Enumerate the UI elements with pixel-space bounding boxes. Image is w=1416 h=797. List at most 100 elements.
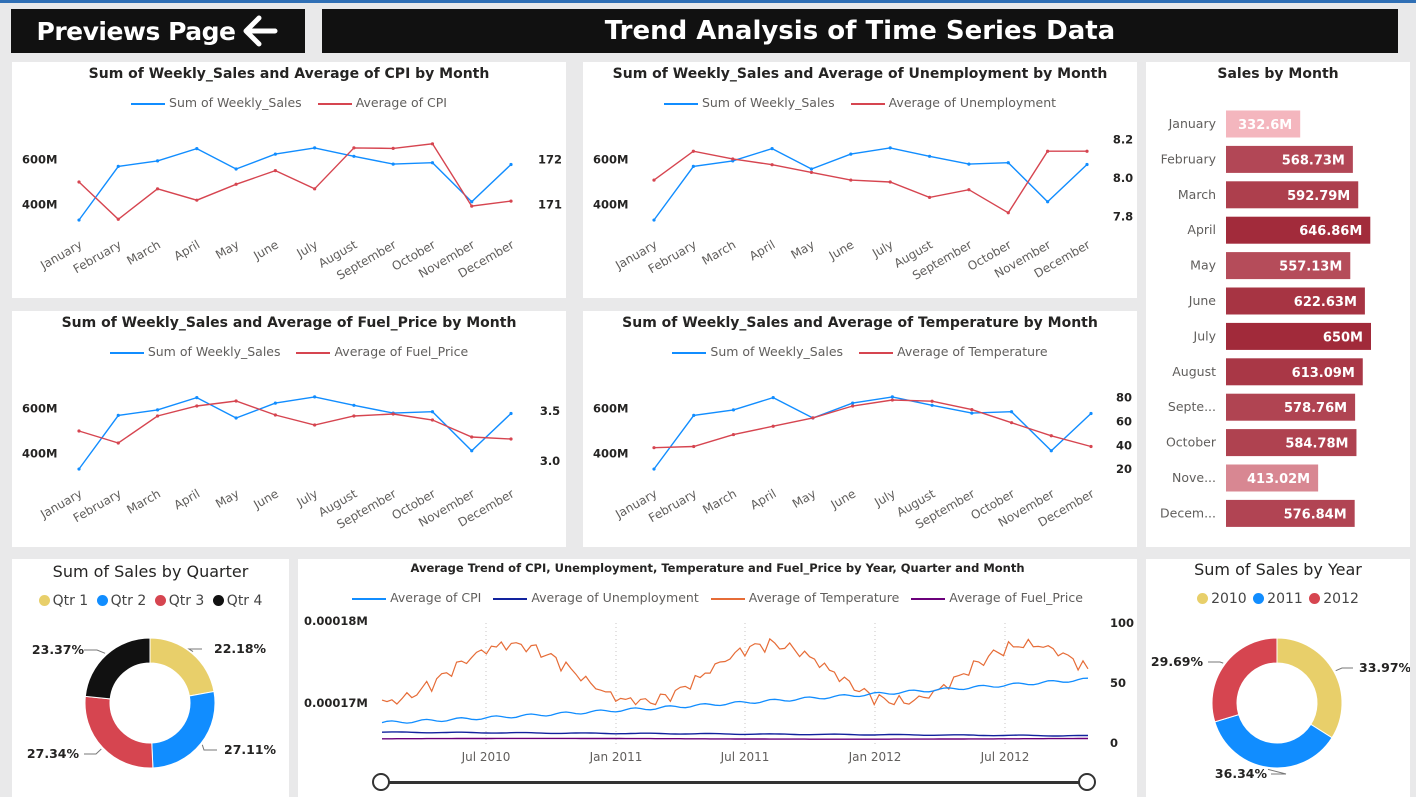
legend-dot: [1197, 593, 1209, 604]
cpi-series-line: [381, 677, 1089, 724]
legend-item-cpi: Average of CPI: [317, 95, 447, 110]
chart-title: Sum of Weekly_Sales and Average of Fuel_…: [61, 315, 517, 331]
legend-label: Sum of Weekly_Sales: [169, 95, 302, 110]
data-point: [849, 178, 853, 182]
data-point: [116, 164, 120, 168]
data-point: [313, 423, 317, 427]
data-point: [890, 398, 894, 402]
right-axis-tick-label: 40: [1116, 438, 1132, 452]
bar: [1226, 464, 1319, 492]
legend-item-temperature: Average of Temperature: [710, 590, 899, 605]
x-axis-tick-label: May: [788, 237, 816, 262]
data-point: [77, 429, 81, 433]
right-axis-tick-label: 100: [1110, 616, 1134, 630]
legend-item-qtr2: Qtr 2: [96, 593, 146, 609]
legend-line: [672, 351, 707, 354]
leader-line: [201, 744, 217, 751]
data-point: [155, 408, 160, 412]
data-point: [509, 199, 513, 203]
bar: [1226, 110, 1301, 138]
sales-by-month-panel: Sales by Month January 332.6M February 568.…: [1146, 62, 1410, 547]
data-point: [970, 411, 974, 415]
legend-dot: [154, 595, 166, 606]
x-axis-tick-label: April: [172, 486, 203, 512]
chart-title: Sum of Weekly_Sales and Average of CPI b…: [88, 66, 490, 82]
data-point: [77, 218, 81, 222]
sales-by-month-bar-chart[interactable]: January 332.6M February 568.73M March 592.79M…: [1146, 62, 1410, 547]
data-point: [391, 146, 395, 150]
right-axis-tick-label: 80: [1116, 391, 1132, 405]
x-axis-tick-label: March: [700, 237, 739, 267]
data-point: [509, 162, 513, 167]
data-point: [155, 414, 160, 418]
data-point: [927, 195, 932, 199]
data-point: [770, 147, 774, 151]
legend-line: [493, 597, 528, 600]
page-title-box: Trend Analysis of Time Series Data: [322, 9, 1398, 53]
x-axis-tick-label: June: [828, 486, 859, 512]
bar-value-label: 650M: [1323, 330, 1363, 345]
donut-slice: [1211, 637, 1278, 723]
data-point: [1089, 444, 1093, 449]
date-range-slider-track[interactable]: [381, 781, 1088, 784]
data-point: [273, 401, 277, 405]
date-range-slider-end-handle[interactable]: [1078, 773, 1096, 791]
data-point: [195, 147, 199, 151]
donut-percent-label: 36.34%: [1215, 766, 1268, 781]
legend-item-temperature: Average of Temperature: [859, 344, 1048, 359]
x-axis-tick-label: May: [790, 486, 818, 511]
date-range-slider-start-handle[interactable]: [372, 773, 390, 791]
left-axis-tick-label: 600M: [22, 152, 57, 166]
x-axis-tick-label: March: [124, 237, 163, 267]
x-axis-tick-label: Jul 2012: [980, 750, 1030, 764]
donut-slice: [84, 695, 154, 769]
previews-page-button[interactable]: Previews Page: [11, 9, 305, 53]
left-axis-tick-label: 600M: [593, 401, 628, 415]
series-line-0: [653, 147, 1088, 221]
legend-item-qtr4: Qtr 4: [212, 593, 262, 609]
data-point: [1006, 211, 1010, 215]
legend-item-cpi: Average of CPI: [352, 590, 481, 605]
x-axis-tick-label: Jul 2011: [720, 750, 770, 764]
data-point: [155, 159, 160, 163]
top-accent-line: [0, 0, 1416, 3]
sales-by-quarter-donut[interactable]: 22.18% 27.11% 27.34% 23.37%: [12, 559, 289, 797]
leader-line: [187, 648, 202, 653]
data-point: [930, 403, 934, 407]
data-point: [234, 416, 238, 420]
page-title: Trend Analysis of Time Series Data: [604, 16, 1116, 46]
series-line-0: [78, 396, 512, 470]
data-point: [692, 413, 696, 417]
cpi-chart-panel: Sum of Weekly_Sales and Average of CPI b…: [12, 62, 566, 298]
legend-line: [663, 102, 698, 105]
left-axis-tick-label: 400M: [593, 447, 628, 461]
bar: [1226, 145, 1353, 173]
data-point: [849, 152, 853, 156]
average-trend-line-chart[interactable]: Jul 2010 Jan 2011 Jul 2011 Jan 2012 Jul 2012…: [298, 559, 1137, 797]
leader-line: [84, 649, 106, 654]
legend-label: Average of CPI: [355, 95, 447, 110]
data-point: [652, 467, 656, 471]
chart-title: Average Trend of CPI, Unemployment, Temp…: [410, 561, 1025, 575]
sales-by-year-donut[interactable]: 33.97% 36.34% 29.69%: [1146, 559, 1410, 797]
data-point: [1085, 149, 1089, 153]
donut-percent-label: 22.18%: [214, 641, 267, 656]
data-point: [967, 188, 971, 192]
bar: [1226, 499, 1355, 527]
data-point: [1009, 421, 1014, 425]
data-point: [234, 167, 238, 171]
data-point: [77, 467, 81, 471]
data-point: [313, 187, 317, 191]
data-point: [771, 424, 775, 428]
data-point: [927, 154, 932, 158]
donut-slice: [149, 637, 215, 697]
x-axis-tick-label: May: [213, 237, 241, 262]
x-axis-tick-label: April: [172, 237, 203, 263]
bar-category-label: May: [1190, 258, 1216, 273]
data-point: [155, 187, 160, 191]
leader-line: [84, 748, 102, 755]
